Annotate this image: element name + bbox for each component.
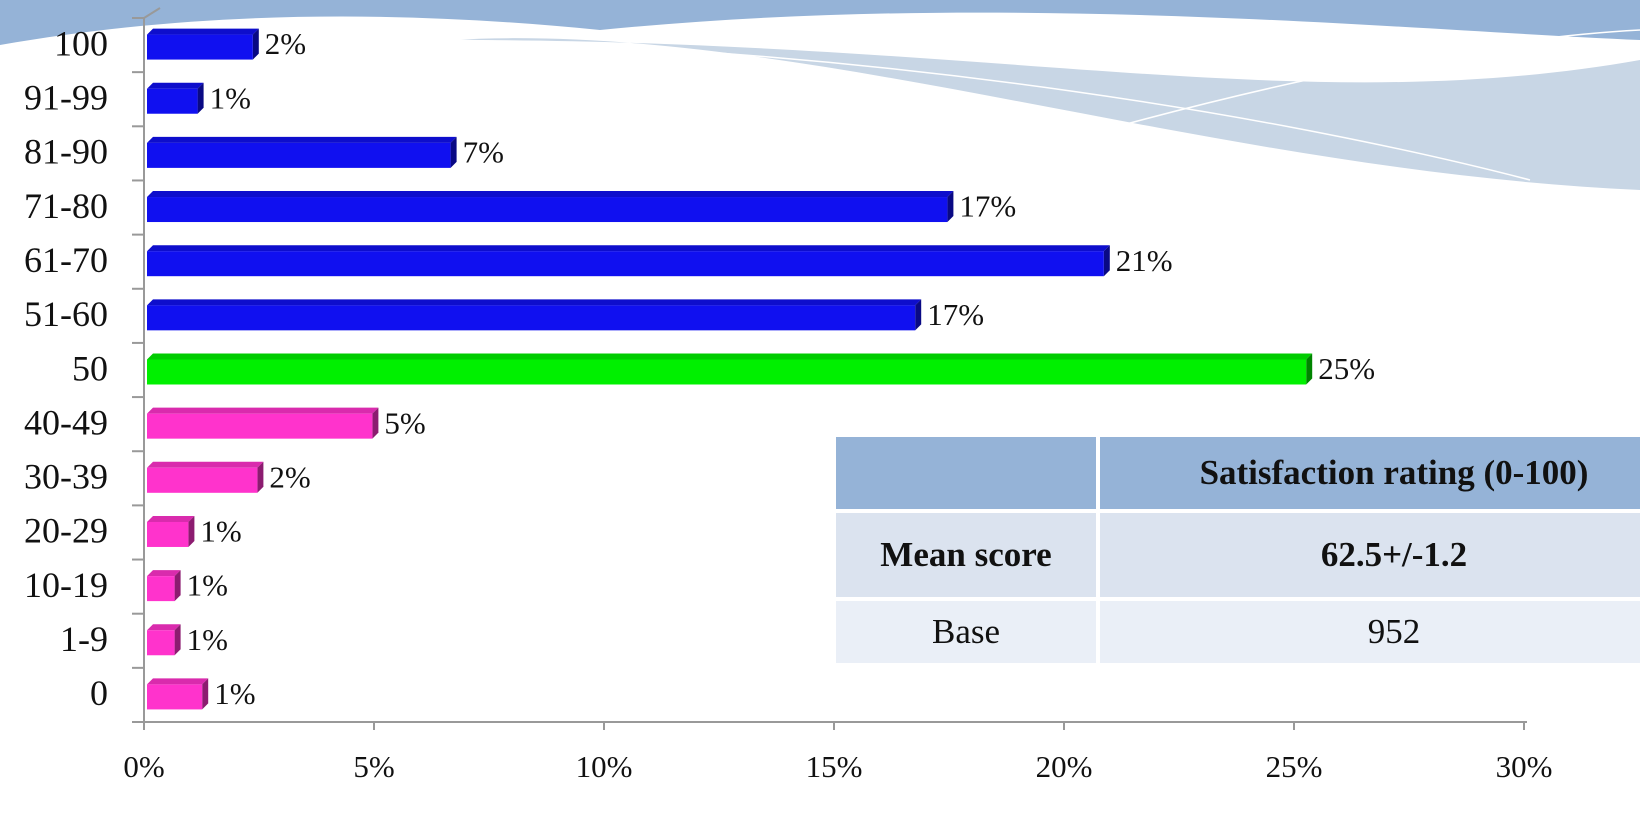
bar xyxy=(147,88,198,114)
bar-top xyxy=(147,515,195,522)
x-tick-label: 15% xyxy=(806,749,863,784)
bar xyxy=(147,359,1307,385)
bar-side xyxy=(174,624,181,656)
x-tick-label: 0% xyxy=(123,749,164,784)
bg-line xyxy=(999,29,1640,161)
bar xyxy=(147,413,373,439)
bar-top xyxy=(147,353,1313,360)
y-tick-label: 1-9 xyxy=(60,619,108,659)
bar xyxy=(147,142,451,168)
bar-side xyxy=(202,678,209,710)
bar xyxy=(147,197,948,223)
bar-side xyxy=(1103,245,1110,277)
y-tick-label: 30-39 xyxy=(24,457,108,497)
data-label: 17% xyxy=(959,189,1016,224)
bar-side xyxy=(947,191,954,223)
bar xyxy=(147,467,258,493)
table-cell: 62.5+/-1.2 xyxy=(1096,509,1640,601)
bar-top xyxy=(147,28,259,35)
y-axis-depth xyxy=(143,7,161,19)
bar-side xyxy=(450,136,457,168)
data-label: 17% xyxy=(927,297,984,332)
data-label: 2% xyxy=(265,26,306,61)
stats-table: Satisfaction rating (0-100) Mean score 62… xyxy=(832,433,1640,667)
bar-top xyxy=(147,245,1110,252)
bar-top xyxy=(147,407,379,414)
x-tick-label: 10% xyxy=(576,749,633,784)
bar xyxy=(147,34,253,60)
bar-top xyxy=(147,624,181,631)
bar-side xyxy=(174,570,181,602)
bar-top xyxy=(147,678,209,685)
bg-line xyxy=(449,39,1531,181)
bar-side xyxy=(1306,353,1313,385)
data-label: 1% xyxy=(210,80,251,115)
bar xyxy=(147,630,175,656)
bar-top xyxy=(147,191,954,198)
y-tick-label: 51-60 xyxy=(24,294,108,334)
bar-side xyxy=(915,299,922,331)
x-tick-label: 25% xyxy=(1266,749,1323,784)
y-tick-label: 40-49 xyxy=(24,402,108,442)
data-label: 1% xyxy=(187,622,228,657)
x-tick-label: 5% xyxy=(353,749,394,784)
table-cell: Mean score xyxy=(832,509,1100,601)
y-tick-label: 10-19 xyxy=(24,565,108,605)
data-label: 5% xyxy=(384,405,425,440)
bar xyxy=(147,521,189,547)
y-tick-label: 20-29 xyxy=(24,511,108,551)
bar-side xyxy=(372,407,379,439)
data-label: 1% xyxy=(187,568,228,603)
data-label: 25% xyxy=(1318,351,1375,386)
y-tick-label: 61-70 xyxy=(24,240,108,280)
bar xyxy=(147,251,1104,277)
bar xyxy=(147,576,175,602)
y-tick-label: 71-80 xyxy=(24,186,108,226)
y-tick-label: 50 xyxy=(72,348,108,388)
x-tick-label: 20% xyxy=(1036,749,1093,784)
bar-side xyxy=(252,28,259,60)
bar-side xyxy=(188,515,195,547)
bar-top xyxy=(147,299,922,306)
y-tick-label: 100 xyxy=(54,23,108,63)
y-tick-label: 91-99 xyxy=(24,77,108,117)
table-cell: 952 xyxy=(1096,597,1640,667)
x-tick-label: 30% xyxy=(1496,749,1553,784)
bar-top xyxy=(147,461,264,468)
y-tick-label: 0 xyxy=(90,673,108,713)
bar-side xyxy=(257,461,264,493)
data-label: 21% xyxy=(1116,243,1173,278)
bar-top xyxy=(147,136,457,143)
bar xyxy=(147,305,916,331)
data-label: 2% xyxy=(269,459,310,494)
bar xyxy=(147,684,203,710)
bg-wave xyxy=(450,38,1640,190)
table-cell: Base xyxy=(832,597,1100,667)
y-tick-label: 81-90 xyxy=(24,132,108,172)
bg-wave xyxy=(0,0,1640,45)
bar-top xyxy=(147,570,181,577)
table-header-cell xyxy=(832,433,1100,513)
bar-top xyxy=(147,82,204,89)
table-header-cell: Satisfaction rating (0-100) xyxy=(1096,433,1640,513)
data-label: 1% xyxy=(214,676,255,711)
bar-side xyxy=(197,82,204,114)
data-label: 1% xyxy=(200,514,241,549)
data-label: 7% xyxy=(463,134,504,169)
